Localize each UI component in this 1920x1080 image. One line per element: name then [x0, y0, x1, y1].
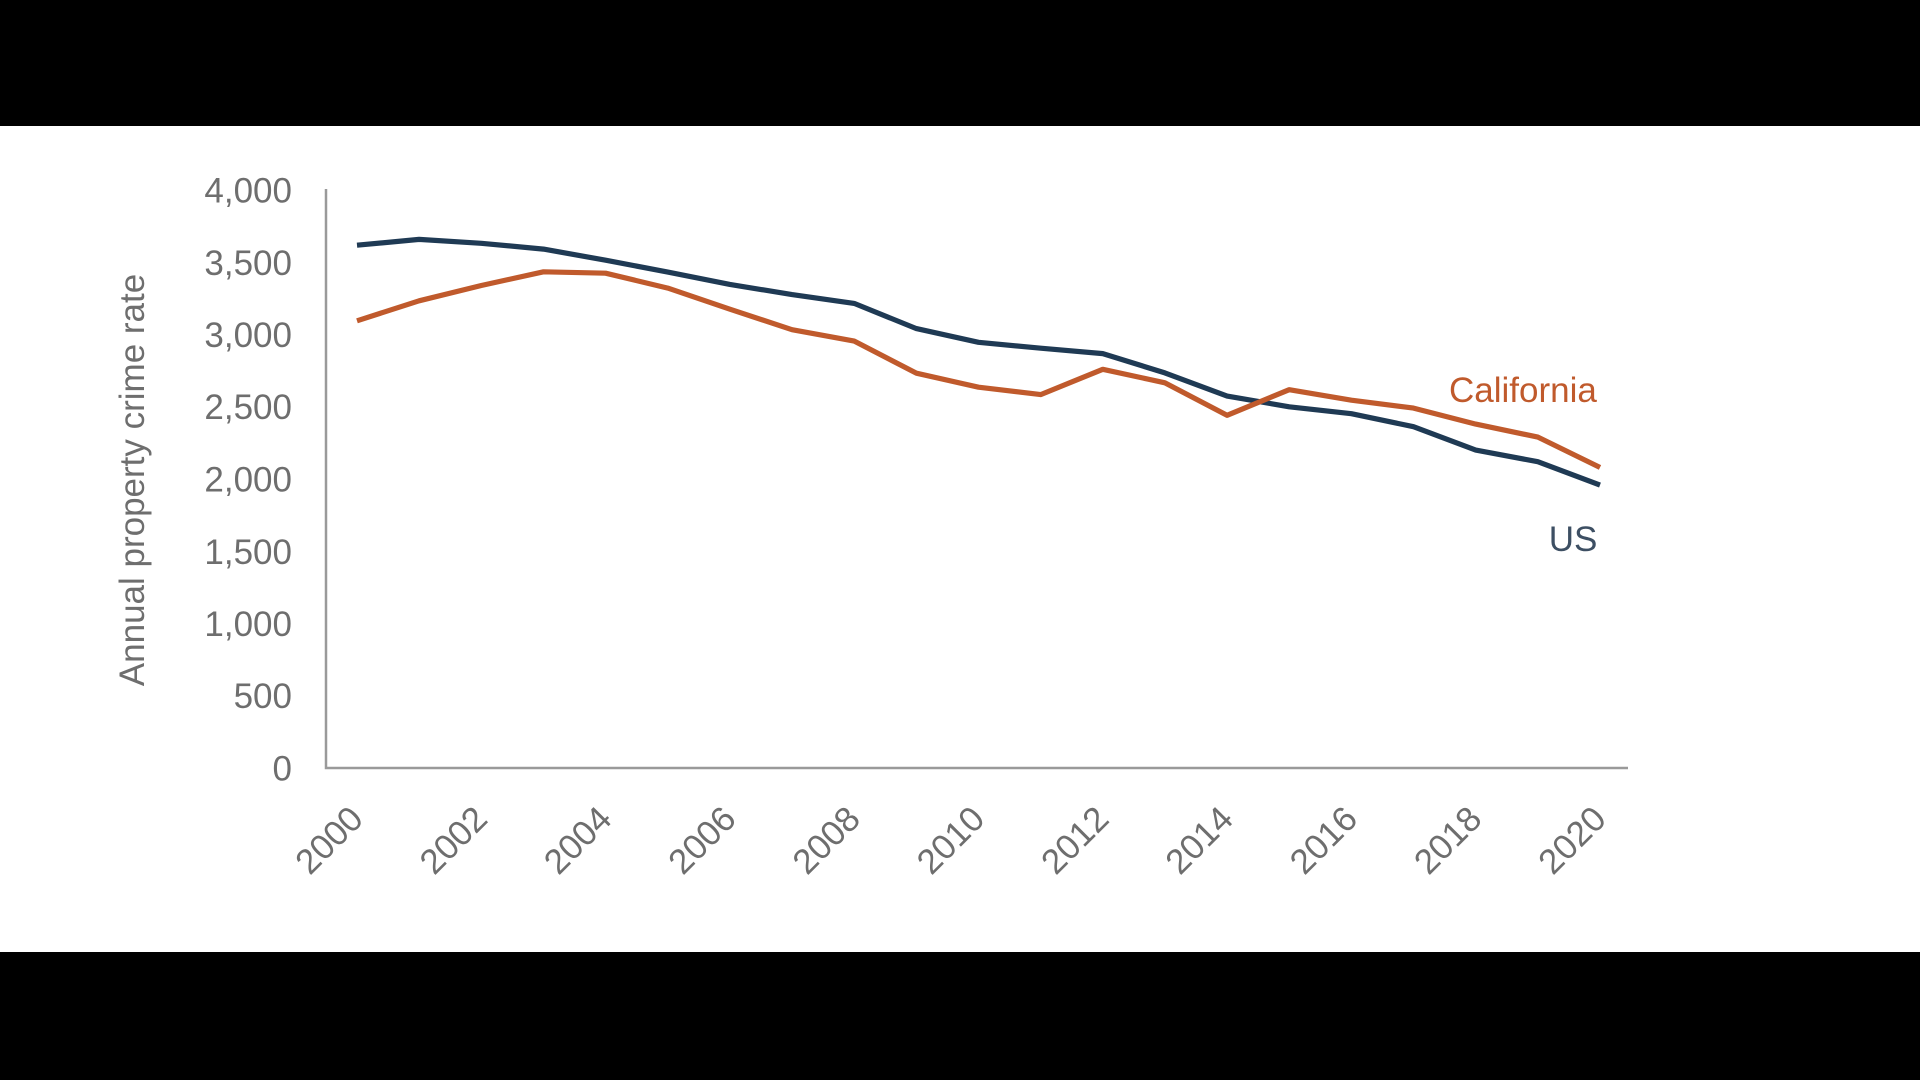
svg-text:4,000: 4,000 [204, 172, 292, 211]
svg-text:1,500: 1,500 [204, 533, 292, 572]
svg-text:500: 500 [234, 677, 292, 716]
svg-text:3,000: 3,000 [204, 316, 292, 355]
svg-text:2,000: 2,000 [204, 461, 292, 500]
svg-text:Annual property crime rate: Annual property crime rate [113, 274, 152, 686]
svg-text:1,000: 1,000 [204, 605, 292, 644]
svg-text:0: 0 [273, 750, 292, 789]
svg-text:3,500: 3,500 [204, 244, 292, 283]
svg-text:California: California [1449, 371, 1597, 410]
svg-text:US: US [1549, 520, 1598, 559]
svg-text:2,500: 2,500 [204, 388, 292, 427]
